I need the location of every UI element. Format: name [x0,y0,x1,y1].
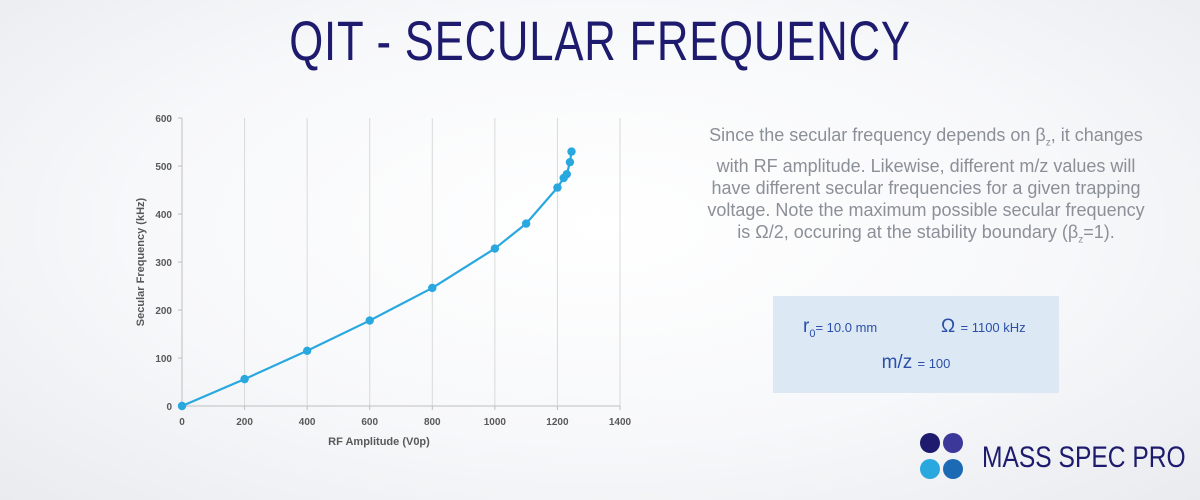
y-tick-label: 100 [155,354,172,365]
x-tick-label: 200 [236,417,253,428]
description-text: Since the secular frequency depends on β… [676,124,1176,251]
omega-symbol: Ω [941,316,956,337]
secular-frequency-chart: 0 100 200 300 400 500 600 0 200 400 600 800 1000 1200… [135,114,632,448]
mz-label: m/z [881,352,913,373]
x-axis-title: RF Amplitude (V0p) [328,436,430,448]
x-tick-label: 0 [179,417,185,428]
mass-spec-pro-logo: MASS SPEC PRO [916,432,1186,484]
data-point [240,374,249,384]
r0-value: = 10.0 mm [815,320,878,335]
data-point [562,169,572,179]
r0-subscript: 0 [809,327,816,340]
y-tick-label: 500 [155,162,172,173]
logo-dot-4 [943,459,963,479]
series-line [181,151,573,408]
y-axis-title: Secular Frequency (kHz) [135,197,147,326]
description-line-1-end: , it changes [1050,125,1143,145]
omega-value: = 1100 kHz [960,320,1026,335]
data-point [567,147,576,156]
data-point [490,244,500,253]
data-point [177,401,187,411]
x-tick-label: 1400 [609,417,632,428]
mz-parameter: m/z = 100 [773,352,1059,374]
description-line-5-text: is Ω/2, occuring at the stability bounda… [737,221,1079,242]
x-tick-label: 800 [424,417,441,428]
x-tick-label: 600 [361,417,378,428]
page-title: QIT - SECULAR FREQUENCY [289,9,911,72]
r0-parameter: r0= 10.0 mm [803,316,877,340]
parameter-box: r0= 10.0 mm Ω = 1100 kHz m/z = 100 [773,296,1059,393]
logo-dot-1 [920,433,940,453]
data-point [553,183,562,192]
logo-text: MASS SPEC PRO [982,441,1186,474]
description-line-4: voltage. Note the maximum possible secul… [707,199,1145,220]
x-tick-label: 1000 [484,417,507,428]
y-tick-label: 300 [155,258,172,269]
logo-dot-2 [943,433,963,453]
logo-dot-3 [920,459,940,479]
description-line-2: with RF amplitude. Likewise, different m… [716,155,1136,176]
data-point [521,219,531,228]
y-tick-label: 400 [155,210,172,221]
y-tick-label: 0 [166,402,172,413]
x-tick-label: 400 [299,417,316,428]
r0-label: r [803,316,810,337]
description-line-1-text: Since the secular frequency depends on β [709,125,1046,145]
y-tick-label: 600 [155,114,172,125]
description-line-1: Since the secular frequency depends on β… [676,124,1176,155]
data-point [565,157,575,167]
omega-parameter: Ω = 1100 kHz [941,316,1026,338]
y-tick-label: 200 [155,306,172,317]
beta-subscript-2: z [1078,234,1084,246]
data-point [302,346,312,355]
description-line-3: have different secular frequencies for a… [711,177,1141,198]
description-line-5-end: =1). [1083,221,1115,242]
mz-value: = 100 [917,356,951,371]
x-tick-label: 1200 [546,417,569,428]
description-line-5: is Ω/2, occuring at the stability bounda… [676,221,1176,252]
data-point [428,283,437,293]
beta-subscript: z [1045,137,1051,149]
data-point [365,316,374,325]
